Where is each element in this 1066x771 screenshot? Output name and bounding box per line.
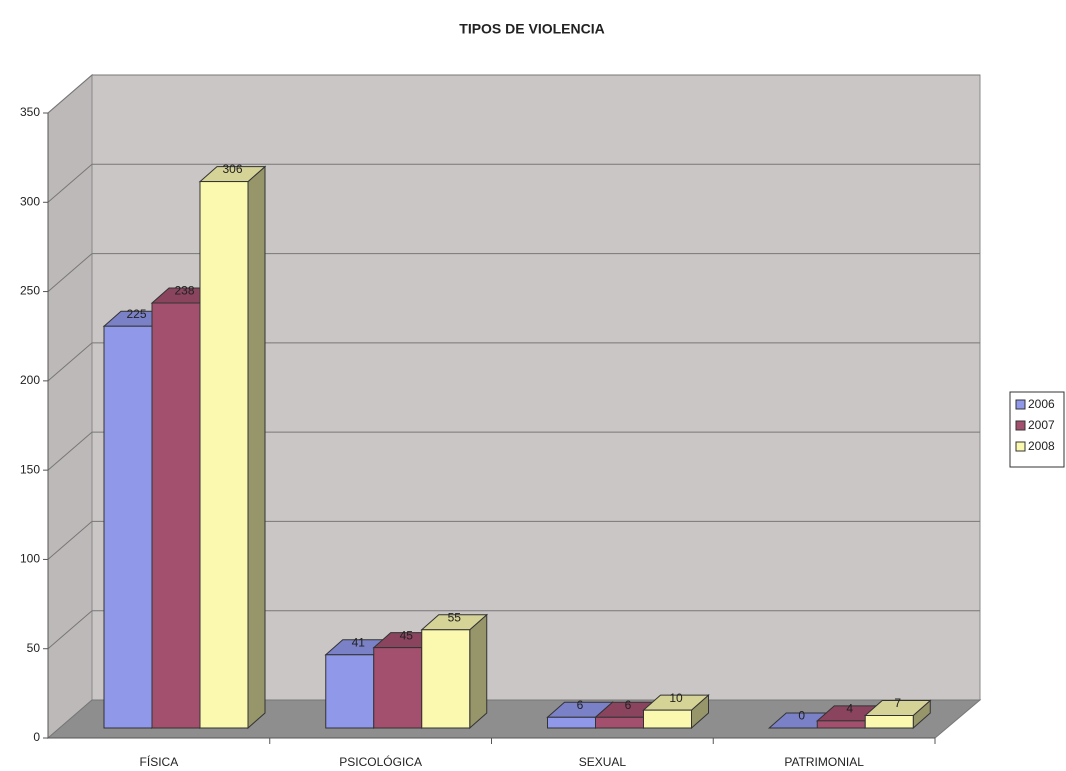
y-tick-label: 300 <box>20 194 40 208</box>
y-tick-label: 350 <box>20 105 40 119</box>
y-tick-label: 100 <box>20 552 40 566</box>
value-label: 225 <box>126 307 146 321</box>
bar-front <box>547 716 596 729</box>
legend-box <box>1009 391 1065 468</box>
grid-line <box>47 253 93 292</box>
legend-label: 2007 <box>1028 418 1055 432</box>
y-tick-label: 250 <box>20 284 40 298</box>
bar-front <box>325 654 375 729</box>
y-tick-label: 200 <box>20 373 40 387</box>
x-tick-label: SEXUAL <box>579 755 627 769</box>
value-label: 238 <box>174 284 194 298</box>
bar <box>863 699 932 730</box>
value-label: 6 <box>625 698 632 712</box>
side-wall <box>47 73 93 740</box>
y-tick-label: 0 <box>33 730 40 744</box>
value-label: 0 <box>798 709 805 723</box>
grid-line <box>47 521 93 560</box>
grid-line <box>47 163 93 203</box>
bar <box>198 165 267 730</box>
bar <box>420 613 489 730</box>
bar-front <box>864 715 914 729</box>
grid-line <box>47 74 93 114</box>
value-label: 4 <box>846 702 853 716</box>
x-tick-label: PATRIMONIAL <box>784 755 864 769</box>
bar-front <box>103 325 153 729</box>
legend-label: 2008 <box>1028 439 1055 453</box>
value-label: 55 <box>448 610 462 624</box>
legend-swatch <box>1015 441 1026 452</box>
bar-front <box>151 302 201 729</box>
grid-line <box>47 342 93 382</box>
value-label: 45 <box>400 628 414 642</box>
x-tick-label: FÍSICA <box>140 754 179 769</box>
bar <box>642 694 710 730</box>
value-label: 7 <box>894 696 901 710</box>
bar-front <box>643 709 692 729</box>
x-tick-label: PSICOLÓGICA <box>339 754 422 769</box>
grid-line <box>47 610 93 650</box>
legend-label: 2006 <box>1028 397 1055 411</box>
bar-front <box>595 716 644 729</box>
legend-swatch <box>1015 399 1026 410</box>
chart-title: TIPOS DE VIOLENCIA <box>459 21 604 37</box>
value-label: 41 <box>352 635 366 649</box>
bar-front <box>816 720 866 729</box>
grid-line <box>47 431 93 471</box>
bar-side <box>247 165 266 730</box>
y-tick-label: 50 <box>27 641 41 655</box>
y-tick-label: 150 <box>20 462 40 476</box>
bar-front <box>373 647 423 729</box>
bar-front <box>199 181 249 729</box>
value-label: 6 <box>577 698 584 712</box>
bar-side <box>469 613 488 730</box>
legend-swatch <box>1015 420 1026 431</box>
value-label: 10 <box>669 691 683 705</box>
bar-front <box>421 629 471 729</box>
value-label: 306 <box>222 162 242 176</box>
